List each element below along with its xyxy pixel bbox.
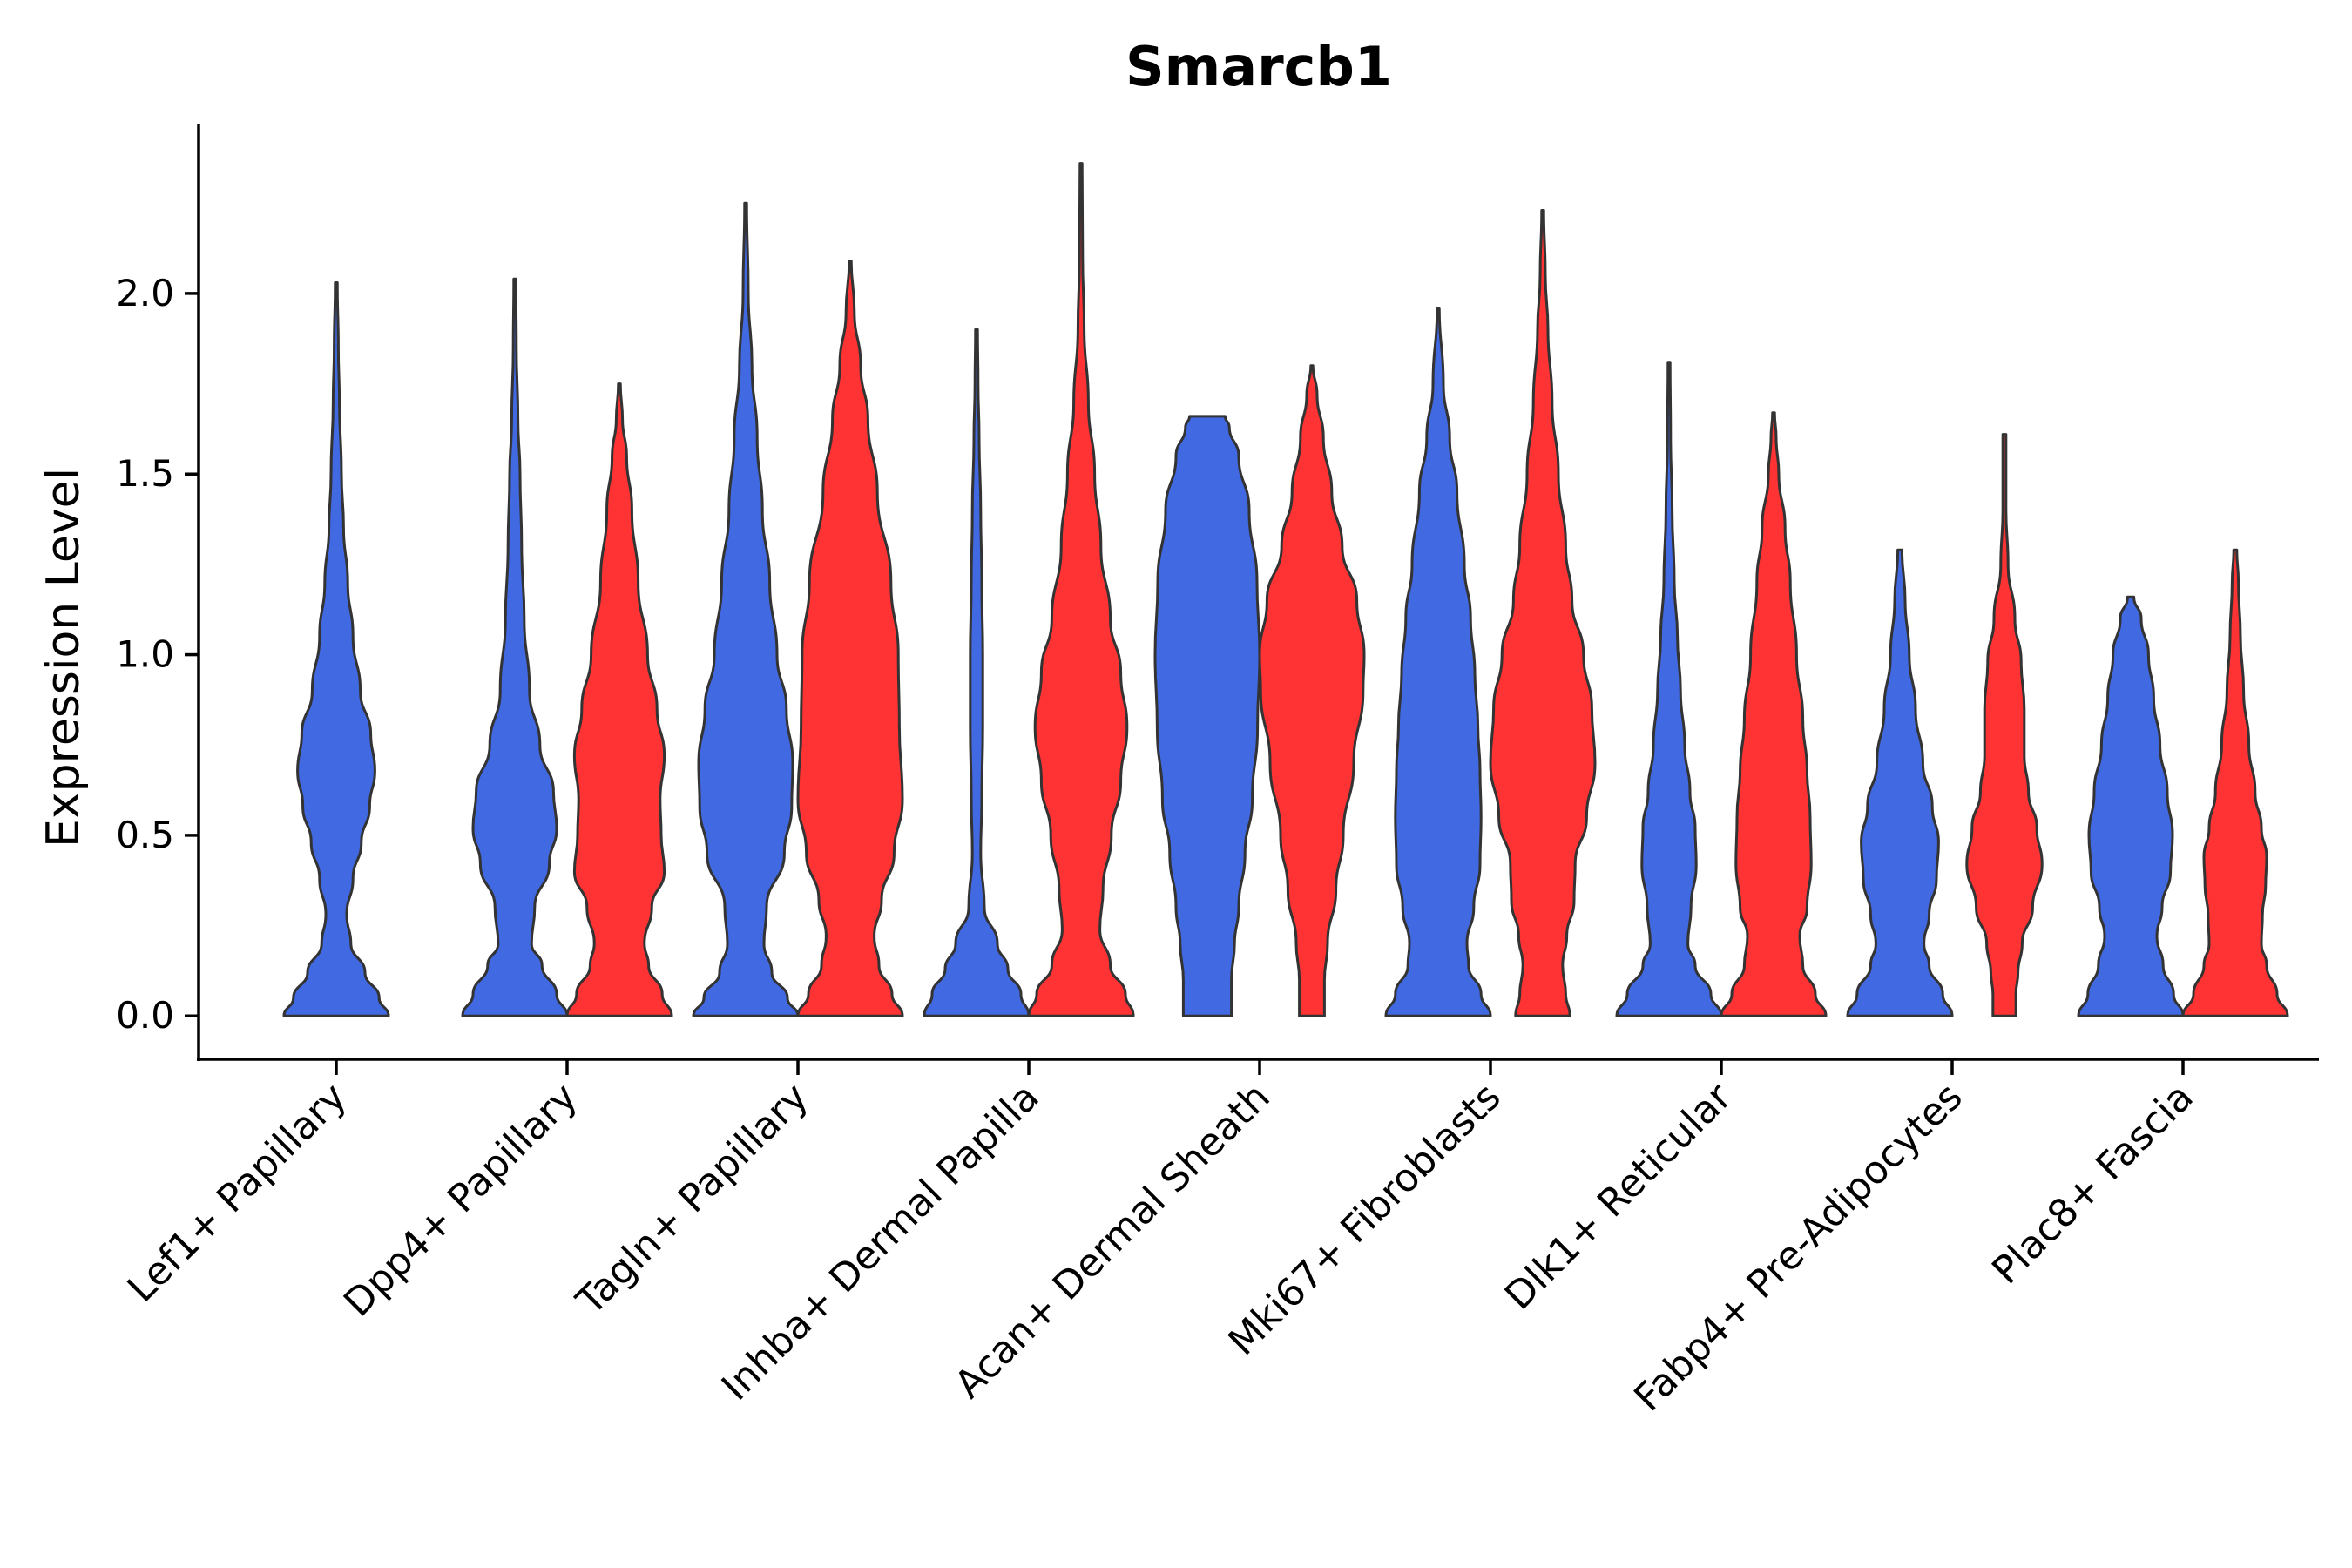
violin-lef1-papillary-group-1: [282, 281, 390, 1017]
y-tick-label: 2.0: [116, 272, 174, 314]
violin-acan-dermal-sheath-group-2: [1258, 364, 1366, 1017]
violin-group: [282, 162, 2289, 1017]
y-tick-label: 0.5: [116, 814, 174, 856]
y-axis-ticks: 0.0 0.5 1.0 1.5 2.0: [116, 272, 199, 1037]
violin-plac8-fascia-group-2-right: [2181, 548, 2289, 1017]
y-axis-label: Expression Level: [37, 468, 90, 848]
violin-inhba-dermal-papilla-group-2: [1027, 162, 1135, 1017]
violin-fabp4-pre-adipocytes-group-2: [1965, 433, 2044, 1017]
violin-inhba-dermal-papilla-group-1: [923, 328, 1031, 1017]
y-tick-label: 1.5: [116, 452, 174, 495]
violin-plac8-fascia-group-1-right: [2077, 595, 2185, 1017]
chart-title: Smarcb1: [1125, 35, 1392, 98]
violin-dpp4-papillary-group-1: [461, 277, 569, 1017]
violin-dlk1-reticular-group-1-right: [1615, 361, 1723, 1017]
violin-acan-dermal-sheath-group-1: [1153, 415, 1261, 1017]
violin-mki67-fibroblasts-group-2: [1489, 209, 1597, 1017]
y-tick-label: 0.0: [116, 994, 174, 1037]
x-tick-label-dpp4-papillary: Dpp4+ Papillary: [335, 1075, 586, 1326]
violin-dlk1-reticular-group-2: [1720, 411, 1828, 1017]
x-tick-label-plac8-fascia: Plac8+ Fascia: [1984, 1075, 2202, 1294]
y-tick-label: 1.0: [116, 633, 174, 676]
x-tick-label-tagln-papillary: Tagln+ Papillary: [568, 1075, 817, 1324]
violin-tagln-papillary-group-1: [692, 201, 800, 1017]
violin-dpp4-papillary-group-2: [565, 382, 673, 1017]
violin-fabp4-pre-adipocytes-group-1-right: [1846, 548, 1954, 1017]
x-tick-label-dlk1-reticular: Dlk1+ Reticular: [1497, 1074, 1741, 1319]
violin-mki67-fibroblasts-group-1-right: [1384, 307, 1492, 1017]
x-tick-label-lef1-papillary: Lef1+ Papillary: [119, 1075, 355, 1311]
violin-tagln-papillary-group-2: [796, 260, 904, 1017]
